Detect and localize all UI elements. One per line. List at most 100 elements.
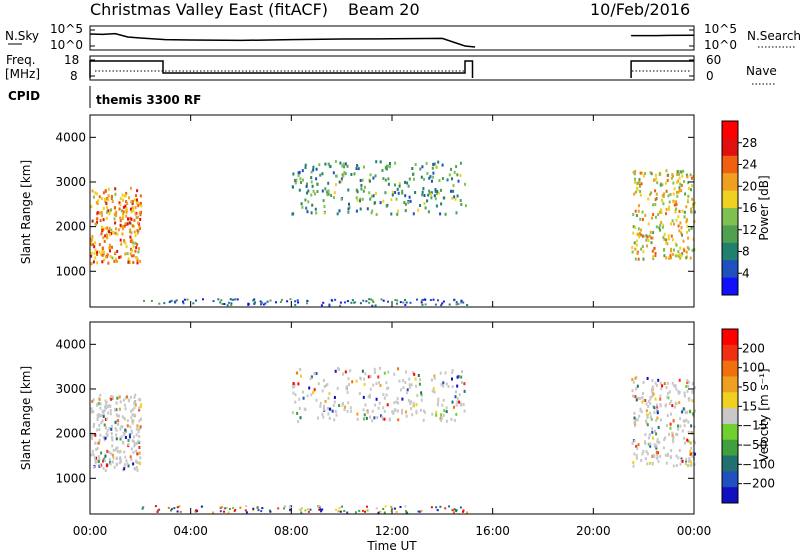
scatter-cell bbox=[101, 253, 104, 257]
scatter-cell bbox=[645, 234, 648, 238]
scatter-cell bbox=[339, 301, 342, 304]
scatter-cell bbox=[435, 204, 438, 208]
scatter-cell bbox=[96, 261, 99, 265]
scatter-cell bbox=[306, 191, 308, 195]
scatter-cell bbox=[119, 400, 122, 404]
scatter-cell bbox=[673, 187, 676, 191]
scatter-cell bbox=[102, 206, 105, 210]
scatter-cell bbox=[219, 301, 222, 304]
scatter-cell bbox=[307, 510, 310, 513]
scatter-cell bbox=[396, 212, 399, 216]
scatter-cell bbox=[116, 249, 119, 253]
scatter-cell bbox=[130, 247, 132, 251]
scatter-cell bbox=[667, 194, 670, 198]
scatter-cell bbox=[116, 396, 119, 400]
scatter-cell bbox=[402, 301, 405, 304]
scatter-cell bbox=[395, 400, 398, 404]
scatter-cell bbox=[292, 212, 295, 216]
scatter-cell bbox=[364, 510, 367, 513]
scatter-cell bbox=[404, 303, 407, 306]
scatter-cell bbox=[105, 233, 108, 237]
scatter-cell bbox=[96, 211, 99, 215]
scatter-cell bbox=[114, 187, 117, 191]
scatter-cell bbox=[636, 384, 639, 388]
scatter-cell bbox=[644, 442, 647, 445]
colorbar-swatch bbox=[722, 344, 738, 362]
scatter-cell bbox=[131, 421, 134, 425]
x-tick-label: 16:00 bbox=[475, 524, 510, 538]
scatter-cell bbox=[663, 192, 666, 196]
scatter-cell bbox=[659, 418, 662, 422]
scatter-cell bbox=[427, 210, 430, 214]
scatter-cell bbox=[443, 196, 446, 200]
scatter-cell bbox=[108, 212, 111, 216]
scatter-cell bbox=[106, 206, 108, 210]
scatter-cell bbox=[132, 245, 135, 249]
scatter-cell bbox=[359, 199, 361, 203]
scatter-cell bbox=[414, 163, 417, 166]
y-tick-label: 1000 bbox=[55, 471, 86, 485]
scatter-cell bbox=[98, 457, 101, 461]
colorbar-swatch bbox=[722, 455, 738, 472]
scatter-cell bbox=[110, 208, 112, 212]
scatter-cell bbox=[677, 254, 680, 258]
scatter-cell bbox=[296, 371, 299, 375]
scatter-cell bbox=[685, 250, 688, 254]
scatter-cell bbox=[445, 419, 448, 423]
scatter-cell bbox=[106, 417, 108, 421]
scatter-cell bbox=[356, 412, 359, 416]
scatter-cell bbox=[412, 212, 415, 216]
freq-tick-right-top: 60 bbox=[706, 53, 721, 67]
x-tick-label: 04:00 bbox=[173, 524, 208, 538]
scatter-cell bbox=[433, 162, 436, 166]
scatter-cell bbox=[131, 413, 134, 417]
scatter-cell bbox=[676, 194, 679, 198]
scatter-cell bbox=[689, 463, 692, 467]
scatter-cell bbox=[127, 443, 130, 447]
scatter-cell bbox=[456, 194, 459, 198]
scatter-cell bbox=[459, 199, 462, 202]
scatter-cell bbox=[260, 303, 262, 306]
scatter-cell bbox=[420, 301, 423, 304]
scatter-cell bbox=[423, 194, 426, 197]
scatter-cell bbox=[635, 453, 638, 457]
scatter-cell bbox=[395, 511, 398, 513]
scatter-cell bbox=[129, 228, 132, 232]
colorbar-swatch bbox=[722, 471, 738, 488]
scatter-cell bbox=[690, 446, 693, 450]
scatter-cell bbox=[677, 424, 679, 428]
scatter-cell bbox=[681, 459, 684, 463]
scatter-cell bbox=[360, 183, 363, 187]
scatter-cell bbox=[104, 399, 107, 403]
scatter-cell bbox=[668, 207, 670, 211]
scatter-cell bbox=[130, 200, 133, 204]
scatter-cell bbox=[252, 509, 255, 512]
scatter-cell bbox=[131, 224, 134, 228]
scatter-cell bbox=[139, 425, 142, 429]
scatter-cell bbox=[404, 194, 407, 198]
scatter-cell bbox=[672, 181, 675, 185]
scatter-cell bbox=[681, 209, 684, 213]
scatter-cell bbox=[386, 164, 388, 168]
scatter-cell bbox=[97, 441, 100, 445]
scatter-cell bbox=[96, 250, 98, 254]
scatter-cell bbox=[310, 193, 313, 197]
scatter-cell bbox=[252, 299, 255, 302]
scatter-cell bbox=[651, 394, 654, 398]
scatter-cell bbox=[104, 403, 107, 407]
scatter-cell bbox=[412, 404, 415, 408]
velocity-ylabel: Slant Range [km] bbox=[19, 366, 33, 470]
scatter-cell bbox=[101, 260, 104, 264]
scatter-cell bbox=[94, 461, 97, 465]
scatter-cell bbox=[686, 389, 689, 393]
scatter-cell bbox=[220, 299, 223, 302]
scatter-cell bbox=[633, 411, 636, 415]
scatter-cell bbox=[124, 403, 126, 407]
scatter-cell bbox=[310, 180, 313, 184]
noise-sky-line bbox=[89, 32, 476, 48]
scatter-cell bbox=[669, 426, 672, 430]
scatter-cell bbox=[646, 244, 648, 248]
scatter-cell bbox=[451, 369, 454, 372]
scatter-cell bbox=[354, 511, 357, 514]
